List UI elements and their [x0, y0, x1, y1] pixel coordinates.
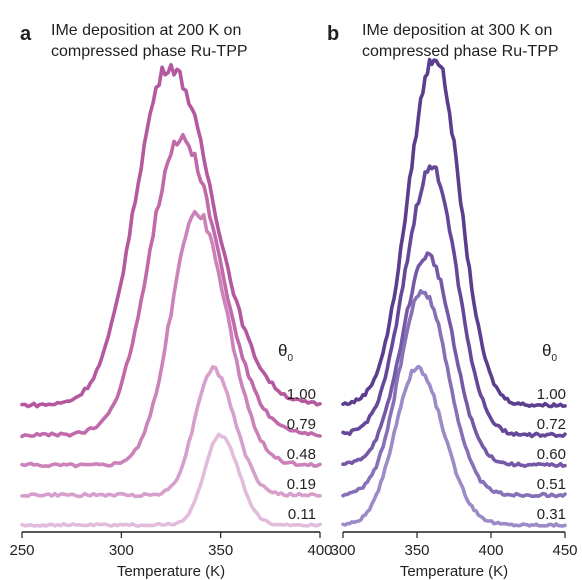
- panel-b-trace-0-31: [341, 364, 567, 528]
- panel-b-coverage-label-1-00: 1.00: [537, 386, 566, 403]
- panel-a-x-ticks: 250 300 350 400: [9, 532, 333, 559]
- panel-a-coverage-label-0-48: 0.48: [287, 446, 316, 463]
- panel-a-coverage-label-0-11: 0.11: [288, 506, 316, 523]
- panel-a-trace-0-79: [20, 132, 322, 439]
- panel-b-title-line-2: compressed phase Ru-TPP: [362, 43, 559, 60]
- panel-b-coverage-label-0-51: 0.51: [537, 476, 566, 493]
- panel-b-coverage-labels: 1.00 0.72 0.60 0.51 0.31: [537, 386, 566, 523]
- panel-a-tick-label-250: 250: [9, 542, 34, 559]
- panel-b-title-line-1: IMe deposition at 300 K on: [362, 22, 552, 39]
- panel-a-legend-title: θ0: [278, 341, 293, 364]
- panel-a-tick-label-350: 350: [208, 542, 233, 559]
- panel-a-theta-subscript: 0: [287, 353, 293, 364]
- panel-a: a IMe deposition at 200 K on compressed …: [9, 22, 332, 580]
- panel-a-trace-0-19: [20, 365, 322, 499]
- panel-a-coverage-label-0-79: 0.79: [287, 416, 316, 433]
- panel-a-coverage-label-0-19: 0.19: [287, 476, 316, 493]
- panel-a-coverage-label-1-00: 1.00: [287, 386, 316, 403]
- panel-b-coverage-label-0-31: 0.31: [537, 506, 566, 523]
- panel-b-traces: [341, 57, 567, 528]
- panel-b-trace-1-00: [341, 57, 567, 409]
- panel-a-tick-label-400: 400: [307, 542, 332, 559]
- panel-b-coverage-label-0-72: 0.72: [537, 416, 566, 433]
- panel-b-tick-label-300: 300: [330, 542, 355, 559]
- panel-b-trace-0-60: [341, 251, 567, 468]
- panel-a-coverage-labels: 1.00 0.79 0.48 0.19 0.11: [287, 386, 316, 523]
- panel-a-traces: [20, 63, 322, 528]
- panel-b-trace-0-51: [341, 289, 567, 499]
- panel-a-label: a: [20, 23, 32, 45]
- panel-a-theta-symbol: θ: [278, 341, 287, 360]
- panel-a-title-line-2: compressed phase Ru-TPP: [51, 43, 248, 60]
- panel-b-theta-symbol: θ: [542, 341, 551, 360]
- panel-b-x-axis-label: Temperature (K): [400, 563, 508, 580]
- panel-a-tick-label-300: 300: [109, 542, 134, 559]
- panel-b-legend-title: θ0: [542, 341, 557, 364]
- panel-a-title-line-1: IMe deposition at 200 K on: [51, 22, 241, 39]
- panel-a-trace-0-11: [20, 432, 322, 528]
- panel-b-theta-subscript: 0: [551, 353, 557, 364]
- panel-a-trace-1-00: [20, 63, 322, 409]
- panel-b-coverage-label-0-60: 0.60: [537, 446, 566, 463]
- panel-b-tick-label-400: 400: [478, 542, 503, 559]
- panel-b-x-ticks: 300 350 400 450: [330, 532, 578, 559]
- panel-b-tick-label-350: 350: [404, 542, 429, 559]
- panel-b-label: b: [327, 23, 339, 45]
- panel-b-trace-0-72: [341, 164, 567, 439]
- panel-b-tick-label-450: 450: [552, 542, 577, 559]
- panel-b: b IMe deposition at 300 K on compressed …: [327, 22, 578, 580]
- panel-a-x-axis-label: Temperature (K): [117, 563, 225, 580]
- panel-a-trace-0-48: [20, 209, 322, 469]
